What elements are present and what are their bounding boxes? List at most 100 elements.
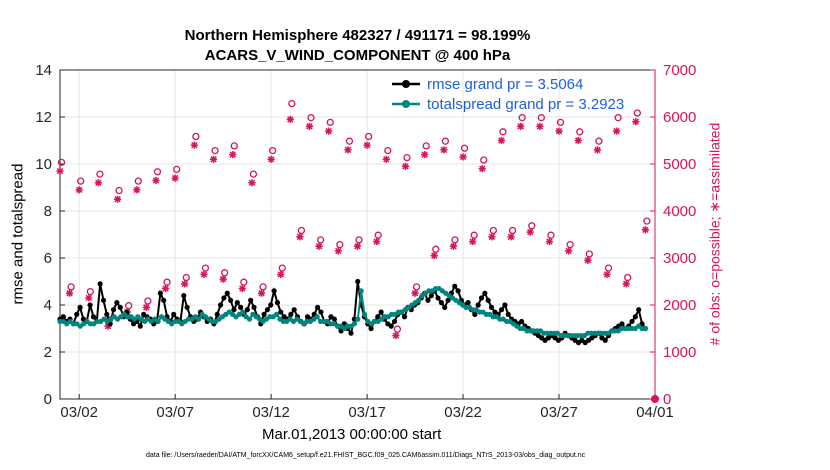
obs-possible-point: [480, 156, 488, 164]
rmse-series-point: [60, 314, 66, 320]
obs-zero-point: [651, 395, 659, 403]
right-tick-label: 1000: [663, 344, 696, 361]
obs-possible-point: [96, 170, 104, 178]
legend-entry-1: rmse grand pr = 3.5064: [427, 76, 583, 93]
obs-assimilated-point: [536, 122, 544, 130]
obs-assimilated-point: [545, 237, 554, 246]
obs-possible-point: [153, 168, 162, 176]
spread-series-point: [355, 316, 361, 322]
obs-possible-point: [230, 142, 238, 150]
x-tick-label: 03/02: [60, 404, 98, 421]
rmse-series-point: [261, 311, 267, 317]
obs-possible-point: [192, 132, 200, 141]
rmse-series-point: [248, 297, 254, 303]
legend-entry-2: totalspread grand pr = 3.2923: [427, 96, 624, 113]
obs-assimilated-point: [459, 153, 467, 161]
obs-assimilated-point: [584, 256, 592, 264]
legend-marker-2: [402, 100, 410, 108]
obs-assimilated-point: [325, 127, 333, 135]
spread-series-point: [351, 321, 357, 327]
rmse-series-point: [314, 304, 321, 310]
obs-possible-point: [125, 302, 133, 310]
rmse-series-point: [214, 311, 220, 317]
obs-assimilated-point: [526, 228, 534, 236]
obs-possible-point: [528, 222, 536, 230]
obs-assimilated-point: [401, 162, 410, 170]
rmse-series-point: [278, 309, 284, 315]
obs-assimilated-point: [277, 270, 285, 279]
obs-assimilated-point: [65, 289, 74, 297]
obs-assimilated-point: [478, 165, 486, 173]
obs-possible-point: [163, 278, 171, 286]
obs-assimilated-point: [411, 289, 419, 297]
obs-assimilated-point: [133, 186, 141, 194]
obs-possible-point: [259, 283, 267, 291]
obs-possible-point: [576, 128, 584, 136]
obs-possible-point: [307, 114, 315, 122]
rmse-series-point: [104, 311, 110, 317]
obs-possible-point: [460, 144, 469, 152]
obs-possible-point: [412, 283, 421, 291]
rmse-series-point: [485, 297, 491, 303]
rmse-series-point: [184, 304, 190, 310]
obs-assimilated-point: [353, 242, 362, 250]
obs-possible-point: [595, 137, 603, 145]
left-tick-label: 12: [35, 109, 52, 126]
obs-assimilated-point: [142, 303, 150, 311]
obs-possible-point: [566, 240, 574, 249]
rmse-series-point: [442, 304, 448, 310]
obs-assimilated-point: [641, 226, 650, 234]
rmse-series-point: [488, 304, 495, 310]
rmse-series-point: [368, 325, 374, 332]
rmse-series-point: [472, 311, 478, 317]
rmse-series-point: [482, 290, 488, 296]
rmse-series-point: [452, 283, 458, 289]
rmse-series-point: [221, 295, 227, 301]
rmse-series-point: [632, 314, 638, 320]
chart-title-line-2: ACARS_V_WIND_COMPONENT @ 400 hPa: [204, 47, 511, 64]
rmse-series-point: [445, 297, 451, 303]
obs-assimilated-point: [248, 179, 256, 187]
obs-possible-point: [86, 287, 94, 296]
obs-assimilated-point: [507, 233, 515, 241]
obs-possible-point: [403, 153, 411, 162]
obs-possible-point: [173, 165, 181, 174]
rmse-series-point: [97, 281, 103, 287]
obs-possible-point: [77, 177, 85, 185]
obs-possible-point: [614, 114, 622, 122]
obs-possible-point: [336, 240, 344, 249]
obs-assimilated-point: [94, 179, 102, 187]
obs-assimilated-point: [517, 122, 525, 130]
obs-possible-point: [240, 278, 248, 286]
obs-assimilated-point: [469, 237, 477, 246]
rmse-series-point: [378, 309, 384, 315]
obs-possible-point: [556, 118, 565, 127]
rmse-series-point: [90, 314, 97, 320]
obs-assimilated-point: [161, 284, 170, 293]
rmse-series-point: [224, 290, 230, 296]
spread-series-point: [196, 316, 202, 322]
obs-possible-point: [489, 226, 498, 235]
obs-possible-point: [537, 114, 545, 122]
obs-possible-point: [249, 170, 258, 178]
rmse-series-point: [157, 290, 163, 296]
right-tick-label: 0: [663, 391, 671, 408]
rmse-series-point: [251, 304, 257, 310]
obs-possible-point: [115, 186, 123, 195]
right-tick-label: 2000: [663, 297, 696, 314]
obs-assimilated-point: [440, 146, 448, 154]
obs-possible-point: [316, 236, 325, 244]
rmse-series-point: [228, 297, 234, 303]
obs-assimilated-point: [574, 136, 582, 145]
obs-assimilated-point: [238, 284, 246, 293]
obs-assimilated-point: [392, 331, 400, 340]
obs-possible-point: [393, 325, 402, 333]
rmse-series-point: [271, 288, 277, 294]
plot-frame: [59, 69, 656, 400]
obs-assimilated-point: [555, 127, 563, 135]
obs-possible-point: [220, 269, 229, 277]
obs-possible-point: [441, 137, 450, 145]
obs-possible-point: [288, 99, 296, 108]
obs-possible-point: [268, 146, 277, 155]
x-tick-label: 03/27: [540, 404, 578, 421]
